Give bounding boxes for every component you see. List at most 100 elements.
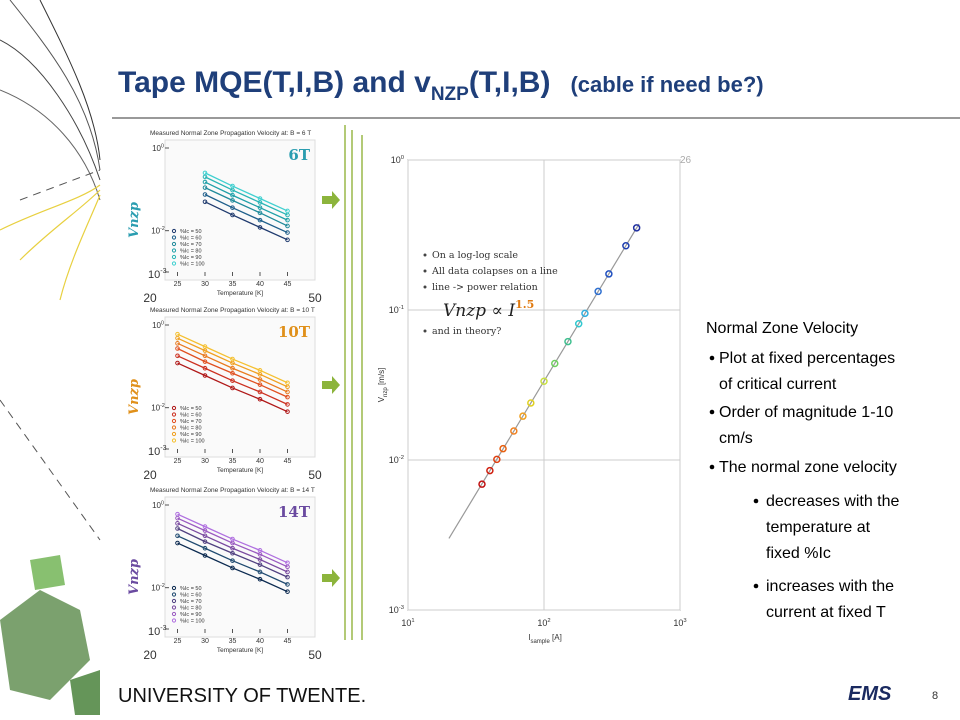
tick-base: 10: [148, 626, 160, 638]
tick-exp: 3: [683, 618, 686, 624]
series-line: [177, 542, 288, 593]
title: Tape MQE(T,I,B) and vNZP(T,I,B) (cable if…: [118, 66, 764, 105]
x-axis-label: Isample [A]: [528, 633, 562, 645]
label-sub: nzp: [383, 387, 389, 397]
x-end-label: 50: [308, 648, 322, 662]
series-line: [177, 513, 288, 564]
data-point: [285, 217, 290, 223]
panel-field: 14T: [278, 503, 311, 521]
series-line: [177, 337, 288, 388]
panel: Measured Normal Zone Propagation Velocit…: [127, 307, 322, 482]
data-point: [202, 365, 208, 371]
note-bullet: [423, 329, 427, 333]
legend-marker: [171, 405, 177, 411]
tick-label: 10-2: [151, 226, 165, 236]
tick-label: 100: [152, 500, 164, 510]
data-point: [230, 536, 235, 542]
legend-label: %Ic = 90: [180, 612, 202, 618]
data-point: [257, 382, 263, 387]
data-point: [285, 589, 290, 594]
plot-tag: 26: [680, 155, 692, 166]
panel-ylabel: Vnzp: [127, 202, 142, 238]
data-point: [551, 359, 559, 368]
label-sub: sample: [530, 639, 550, 645]
x-axis-label: Temperature [K]: [217, 467, 263, 474]
data-point: [285, 409, 290, 414]
data-point: [257, 377, 263, 382]
legend-label: %Ic = 80: [180, 249, 202, 255]
title-rest: (T,I,B): [469, 66, 551, 99]
tick-exp: -2: [160, 583, 165, 589]
data-point: [486, 466, 494, 475]
x-tick-label: 40: [256, 458, 264, 465]
data-point: [230, 550, 235, 556]
data-point: [175, 526, 180, 531]
data-point: [230, 205, 235, 210]
bullet-text: of critical current: [719, 376, 837, 393]
data-point: [285, 237, 290, 243]
x-end-label: 50: [308, 468, 322, 482]
panel-title: Measured Normal Zone Propagation Velocit…: [150, 487, 315, 494]
data-point: [230, 545, 235, 551]
series-line: [177, 535, 288, 585]
bullet-text: cm/s: [719, 430, 753, 447]
title-note: (cable if need be?): [570, 72, 763, 97]
tick-label: 10-3: [148, 624, 167, 638]
data-point: [594, 287, 602, 296]
tick-label: 103: [673, 618, 686, 628]
tick-exp: -1: [399, 305, 404, 311]
tick-label: 102: [537, 618, 550, 628]
tick-exp: 2: [547, 618, 550, 624]
x-end-label: 20: [143, 468, 157, 482]
legend-label: %Ic = 80: [180, 606, 202, 612]
note: and in theory?: [432, 326, 501, 337]
tick-base: 10: [152, 321, 161, 330]
legend-marker: [171, 585, 177, 591]
tick-exp: 0: [161, 500, 164, 506]
tick-label: 10-3: [389, 605, 404, 615]
legend-label: %Ic = 60: [180, 593, 202, 599]
legend-marker: [171, 254, 177, 260]
data-point: [175, 341, 180, 346]
data-point: [285, 574, 290, 580]
formula: Vnzp ∝ I1.5: [443, 298, 534, 321]
tick-label: 10-3: [148, 267, 167, 281]
legend-marker: [171, 241, 177, 247]
legend-marker: [171, 618, 177, 623]
legend-label: %Ic = 100: [180, 439, 205, 445]
logo: EMS: [848, 683, 892, 705]
data-point: [202, 373, 208, 378]
data-point: [202, 359, 208, 364]
arrows: [322, 191, 340, 587]
bullet: [709, 464, 715, 470]
tick-base: 10: [401, 618, 411, 628]
sub-bullet-text: decreases with the: [766, 493, 900, 510]
data-point: [202, 545, 208, 551]
legend-label: %Ic = 60: [180, 413, 202, 419]
sub-bullet: [753, 583, 759, 589]
data-point: [540, 377, 548, 385]
tick-base: 10: [148, 446, 160, 458]
bullet-text: Plot at fixed percentages: [719, 350, 895, 367]
series-line: [177, 333, 288, 384]
side-text: Plot at fixed percentages of critical cur…: [709, 350, 900, 621]
x-axis-label: Temperature [K]: [217, 290, 263, 297]
x-tick-label: 40: [256, 281, 264, 288]
series-line: [204, 181, 288, 221]
tick-exp: -2: [160, 226, 165, 232]
tick-base: 10: [389, 455, 399, 465]
data-point: [257, 576, 263, 582]
data-point: [519, 412, 527, 420]
label-main: I: [528, 633, 530, 642]
label-unit: [m/s]: [377, 368, 386, 388]
legend-marker: [171, 611, 177, 617]
x-tick-label: 45: [284, 281, 292, 288]
tick-exp: 1: [411, 618, 414, 624]
data-point: [285, 230, 290, 235]
sub-bullet-text: fixed %Ic: [766, 545, 831, 562]
tick-base: 10: [151, 227, 160, 236]
legend-marker: [171, 228, 177, 234]
data-point: [230, 385, 235, 391]
tick-base: 10: [391, 155, 401, 165]
